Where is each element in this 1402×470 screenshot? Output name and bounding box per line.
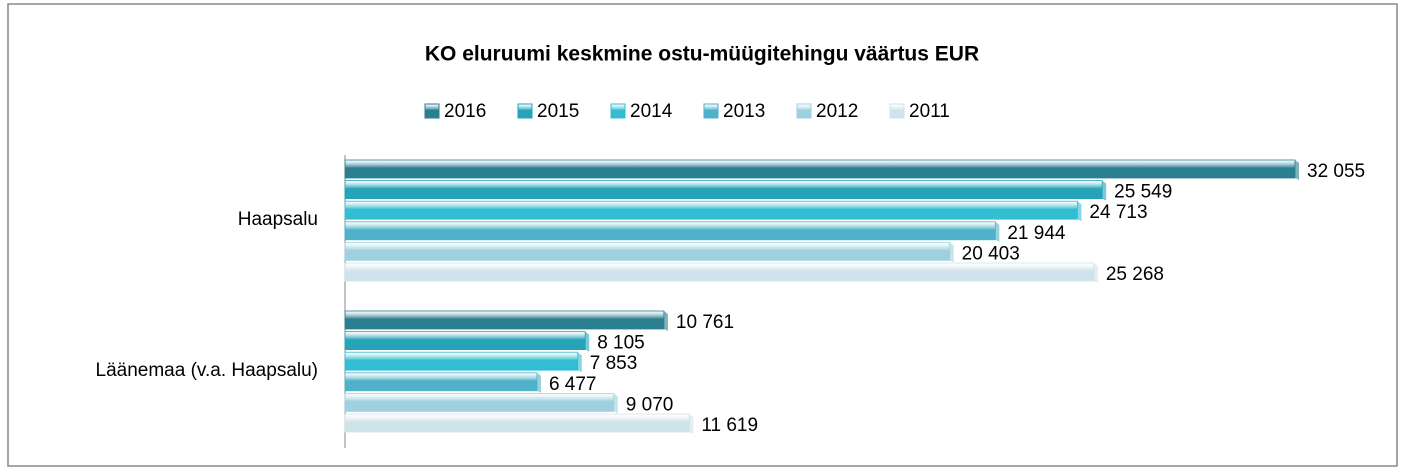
legend-label: 2013 [723, 101, 765, 122]
legend-swatch [517, 103, 533, 119]
bar [344, 200, 1078, 220]
data-label: 9 070 [626, 394, 674, 415]
legend-label: 2011 [909, 101, 950, 122]
category-label: Läänemaa (v.a. Haapsalu) [96, 360, 319, 381]
data-label: 8 105 [597, 333, 645, 354]
chart-title: KO eluruumi keskmine ostu-müügitehingu v… [425, 43, 979, 66]
bar-end [689, 414, 694, 434]
legend-swatch [796, 103, 812, 119]
data-label: 25 268 [1106, 264, 1164, 285]
bar-end [1102, 180, 1107, 201]
bar-end [949, 242, 954, 263]
bar-end [1093, 263, 1098, 283]
bar [344, 331, 586, 351]
data-label: 10 761 [676, 312, 734, 333]
legend-swatch [424, 103, 440, 119]
bar-end [613, 393, 618, 414]
data-label: 32 055 [1307, 161, 1365, 182]
data-label: 21 944 [1007, 223, 1066, 244]
bar-end [536, 372, 541, 393]
bar [344, 241, 951, 261]
bar [344, 351, 579, 371]
legend-label: 2015 [537, 101, 579, 122]
bar-end [577, 352, 582, 373]
bar-end [1077, 201, 1082, 222]
bar [344, 392, 615, 412]
bar [344, 310, 665, 330]
data-label: 24 713 [1089, 202, 1147, 223]
legend-swatch [703, 103, 719, 119]
data-label: 11 619 [701, 415, 758, 436]
legend-label: 2016 [444, 101, 486, 122]
data-label: 20 403 [962, 243, 1020, 264]
legend-label: 2012 [816, 101, 858, 122]
data-label: 6 477 [549, 374, 597, 395]
data-label: 7 853 [590, 353, 638, 374]
bar [344, 262, 1095, 282]
legend-swatch [889, 103, 905, 119]
legend-swatch [610, 103, 626, 119]
category-label: Haapsalu [238, 209, 318, 230]
data-label: 25 549 [1114, 182, 1172, 203]
bar-end [995, 221, 1000, 242]
bar-end [1295, 160, 1299, 180]
bar [344, 372, 538, 392]
bar [344, 221, 996, 241]
bar-end [663, 311, 668, 331]
bar-end [585, 331, 590, 352]
bar [344, 413, 690, 433]
legend-label: 2014 [630, 101, 673, 122]
bar [344, 180, 1103, 200]
bar [344, 159, 1296, 179]
